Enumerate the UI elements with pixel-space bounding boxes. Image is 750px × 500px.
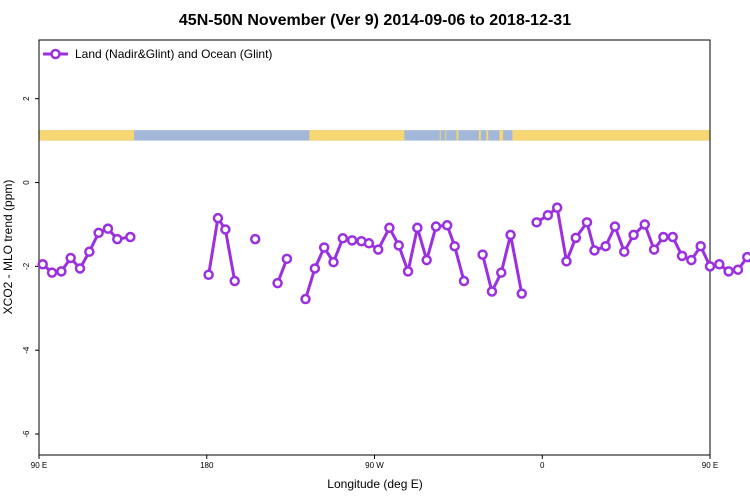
data-point bbox=[384, 222, 395, 234]
data-point bbox=[249, 233, 261, 245]
data-point bbox=[676, 250, 688, 262]
y-tick-label: 2 bbox=[22, 96, 31, 101]
data-point bbox=[102, 223, 114, 234]
data-point bbox=[37, 259, 48, 270]
data-point bbox=[74, 263, 86, 274]
data-point bbox=[93, 227, 104, 239]
data-point bbox=[449, 240, 460, 252]
data-point bbox=[486, 286, 498, 297]
data-point bbox=[561, 256, 572, 267]
data-point bbox=[363, 238, 375, 249]
y-tick-label: -6 bbox=[22, 430, 31, 438]
data-point bbox=[570, 232, 582, 244]
plot-frame bbox=[38, 39, 711, 456]
x-axis-label: Longitude (deg E) bbox=[327, 477, 422, 491]
y-tick-label: -4 bbox=[22, 346, 31, 354]
x-tick-label: 0 bbox=[540, 461, 545, 470]
data-point bbox=[272, 277, 283, 289]
x-tick-label: 180 bbox=[200, 461, 214, 470]
x-tick-label: 90 E bbox=[702, 461, 718, 470]
data-point bbox=[393, 240, 404, 251]
land-segment bbox=[439, 130, 441, 141]
land-segment bbox=[486, 130, 489, 141]
data-point bbox=[531, 217, 542, 228]
data-point bbox=[328, 256, 339, 268]
data-point bbox=[309, 263, 321, 274]
land-segment bbox=[512, 130, 710, 141]
data-point bbox=[639, 219, 651, 230]
data-point bbox=[46, 267, 58, 278]
data-point bbox=[505, 229, 516, 241]
data-point bbox=[412, 222, 423, 234]
data-point bbox=[732, 264, 744, 275]
x-tick-label: 90 E bbox=[31, 461, 47, 470]
data-point bbox=[402, 266, 414, 277]
land-segment bbox=[445, 130, 447, 141]
data-point bbox=[112, 233, 123, 245]
y-axis-label: XCO2 - MLO trend (ppm) bbox=[1, 180, 15, 315]
land-segment bbox=[499, 130, 504, 141]
data-point bbox=[458, 275, 470, 287]
y-tick-label: 0 bbox=[22, 180, 31, 185]
data-point bbox=[56, 266, 67, 277]
y-tick-label: -2 bbox=[22, 262, 31, 270]
data-point bbox=[203, 269, 214, 280]
data-point bbox=[220, 224, 231, 235]
data-point bbox=[337, 233, 349, 244]
data-point bbox=[742, 251, 750, 263]
legend: Land (Nadir&Glint) and Ocean (Glint) bbox=[43, 47, 272, 61]
data-point bbox=[648, 244, 660, 255]
data-point bbox=[84, 246, 95, 257]
data-point bbox=[581, 217, 593, 228]
data-point bbox=[714, 259, 725, 270]
data-point bbox=[212, 212, 224, 224]
data-point bbox=[300, 293, 311, 305]
data-point bbox=[125, 231, 136, 243]
series-layer bbox=[37, 202, 750, 305]
data-point bbox=[695, 240, 706, 252]
data-point bbox=[372, 244, 384, 255]
data-point bbox=[704, 261, 716, 272]
data-point bbox=[667, 231, 678, 243]
data-point bbox=[430, 221, 442, 232]
data-point bbox=[65, 252, 76, 264]
data-point bbox=[658, 231, 669, 243]
data-point bbox=[281, 253, 293, 265]
data-point bbox=[542, 209, 554, 221]
data-point bbox=[229, 275, 240, 287]
data-point bbox=[421, 254, 432, 266]
data-point bbox=[477, 249, 488, 260]
data-point bbox=[441, 220, 453, 231]
land-segment bbox=[309, 130, 405, 141]
legend-label: Land (Nadir&Glint) and Ocean (Glint) bbox=[75, 47, 272, 61]
land-segment bbox=[478, 130, 481, 141]
data-point bbox=[609, 221, 621, 232]
data-point bbox=[628, 229, 639, 241]
data-point bbox=[551, 202, 563, 213]
series-line bbox=[207, 216, 237, 282]
data-point bbox=[495, 267, 507, 278]
legend-marker bbox=[50, 48, 61, 60]
data-point bbox=[516, 288, 527, 299]
data-point bbox=[589, 245, 600, 256]
data-point bbox=[346, 235, 358, 246]
x-tick-label: 90 W bbox=[365, 461, 384, 470]
land-ocean-band bbox=[39, 130, 710, 141]
data-point bbox=[619, 246, 630, 257]
land-segment bbox=[456, 130, 459, 141]
data-point bbox=[318, 242, 330, 253]
data-point bbox=[600, 240, 611, 252]
land-segment bbox=[39, 130, 135, 141]
data-point bbox=[686, 254, 697, 266]
chart-title: 45N-50N November (Ver 9) 2014-09-06 to 2… bbox=[179, 12, 571, 29]
data-point bbox=[723, 266, 734, 277]
